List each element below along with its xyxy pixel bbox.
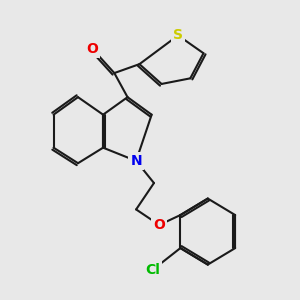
Text: Cl: Cl [145,263,160,277]
Text: O: O [153,218,165,232]
Text: N: N [130,154,142,168]
Text: O: O [86,42,98,56]
Text: S: S [173,28,183,42]
